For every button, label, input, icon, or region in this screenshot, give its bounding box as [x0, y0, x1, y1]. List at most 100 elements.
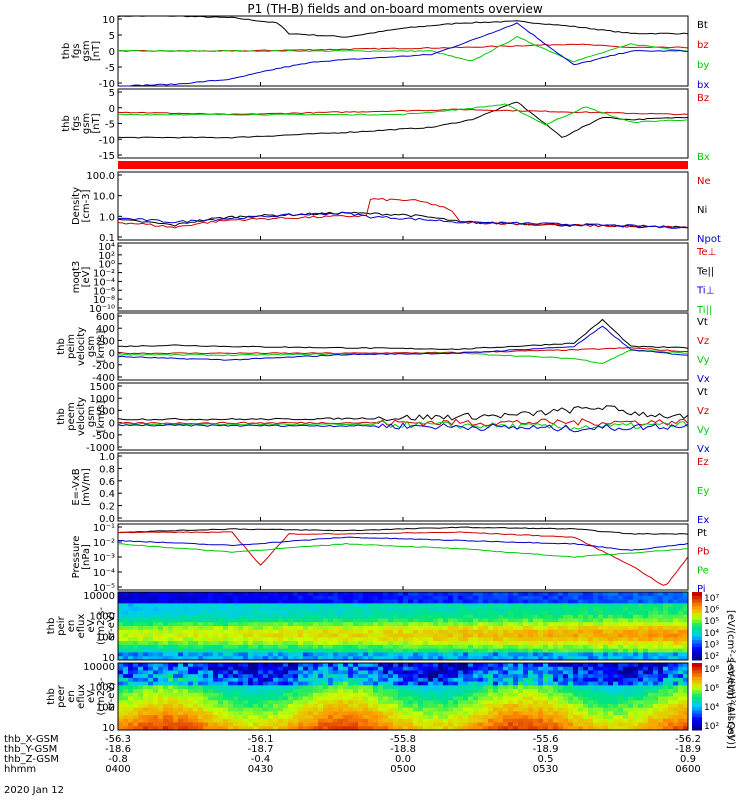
spectrogram-cell [633, 603, 639, 608]
colorbar-tick-label: 10⁷ [704, 594, 719, 604]
spectrogram-cell [598, 670, 604, 675]
spectrogram-cell [448, 681, 454, 686]
spectrogram-cell [378, 644, 384, 650]
spectrogram-cell [303, 652, 309, 657]
spectrogram-cell [343, 641, 349, 646]
spectrogram-cell [458, 696, 464, 701]
spectrogram-cell [578, 614, 584, 619]
spectrogram-cell [348, 692, 354, 697]
spectrogram-cell [243, 674, 249, 679]
spectrogram-cell [413, 592, 419, 597]
spectrogram-cell [558, 722, 564, 727]
spectrogram-cell [543, 637, 549, 642]
spectrogram-cell [388, 592, 394, 597]
spectrogram-cell [183, 603, 189, 608]
spectrogram-cell [163, 696, 169, 701]
spectrogram-cell [583, 595, 589, 601]
spectrogram-cell [343, 607, 349, 612]
spectrogram-cell [518, 644, 524, 650]
spectrogram-cell [398, 726, 404, 731]
y-tick-label: 0 [109, 349, 115, 360]
spectrogram-cell [633, 626, 639, 631]
spectrogram-cell [208, 677, 214, 683]
spectrogram-cell [123, 722, 129, 727]
spectrogram-cell [303, 648, 309, 653]
spectrogram-cell [213, 626, 219, 631]
spectrogram-cell [348, 656, 354, 661]
spectrogram-cell [538, 726, 544, 731]
ephem-value: 0600 [675, 764, 700, 775]
spectrogram-cell [648, 726, 654, 731]
spectrogram-cell [548, 681, 554, 686]
spectrogram-cell [588, 670, 594, 675]
spectrogram-cell [323, 696, 329, 701]
spectrogram-cell [463, 663, 469, 668]
spectrogram-cell [368, 711, 374, 716]
spectrogram-cell [363, 641, 369, 646]
spectrogram-cell [143, 652, 149, 657]
spectrogram-cell [203, 618, 209, 623]
spectrogram-cell [533, 641, 539, 646]
spectrogram-cell [448, 670, 454, 675]
spectrogram-cell [188, 610, 194, 616]
y-tick-label: 1.0 [99, 452, 115, 463]
ephem-label: hhmm [4, 764, 36, 775]
spectrogram-cell [153, 618, 159, 623]
spectrogram-cell [193, 677, 199, 683]
spectrogram-cell [493, 629, 499, 635]
spectrogram-cell [128, 707, 134, 712]
spectrogram-cell [548, 648, 554, 653]
spectrogram-cell [508, 666, 514, 671]
spectrogram-cell [368, 641, 374, 646]
spectrogram-cell [228, 629, 234, 635]
spectrogram-cell [453, 599, 459, 604]
spectrogram-cell [163, 648, 169, 653]
spectrogram-cell [338, 718, 344, 724]
spectrogram-cell [253, 652, 259, 657]
spectrogram-cell [458, 685, 464, 690]
spectrogram-cell [183, 633, 189, 638]
spectrogram-cell [483, 607, 489, 612]
spectrogram-cell [188, 711, 194, 716]
spectrogram-cell [143, 696, 149, 701]
spectrogram-cell [578, 722, 584, 727]
spectrogram-cell [668, 618, 674, 623]
spectrogram-cell [478, 629, 484, 635]
spectrogram-cell [208, 633, 214, 638]
spectrogram-cell [533, 718, 539, 724]
spectrogram-cell [218, 610, 224, 616]
spectrogram-cell [533, 696, 539, 701]
spectrogram-cell [288, 696, 294, 701]
ephem-value: 0400 [105, 764, 130, 775]
spectrogram-cell [223, 614, 229, 619]
spectrogram-cell [408, 618, 414, 623]
spectrogram-cell [638, 696, 644, 701]
spectrogram-cell [153, 670, 159, 675]
spectrogram-cell [333, 663, 339, 668]
spectrogram-cell [458, 595, 464, 601]
spectrogram-cell [343, 629, 349, 635]
spectrogram-cell [513, 637, 519, 642]
spectrogram-cell [493, 652, 499, 657]
spectrogram-cell [288, 633, 294, 638]
spectrogram-cell [443, 707, 449, 712]
spectrogram-cell [528, 641, 534, 646]
spectrogram-cell [653, 641, 659, 646]
spectrogram-cell [213, 674, 219, 679]
spectrogram-cell [313, 648, 319, 653]
spectrogram-cell [308, 614, 314, 619]
y-axis-label: eflux [76, 614, 87, 639]
spectrogram-cell [468, 670, 474, 675]
spectrogram-cell [473, 637, 479, 642]
spectrogram-cell [188, 715, 194, 720]
spectrogram-cell [138, 681, 144, 686]
spectrogram-cell [453, 696, 459, 701]
spectrogram-cell [638, 592, 644, 597]
spectrogram-cell [468, 614, 474, 619]
spectrogram-cell [248, 696, 254, 701]
spectrogram-cell [288, 595, 294, 601]
spectrogram-cell [578, 633, 584, 638]
spectrogram-cell [478, 696, 484, 701]
spectrogram-cell [648, 592, 654, 597]
